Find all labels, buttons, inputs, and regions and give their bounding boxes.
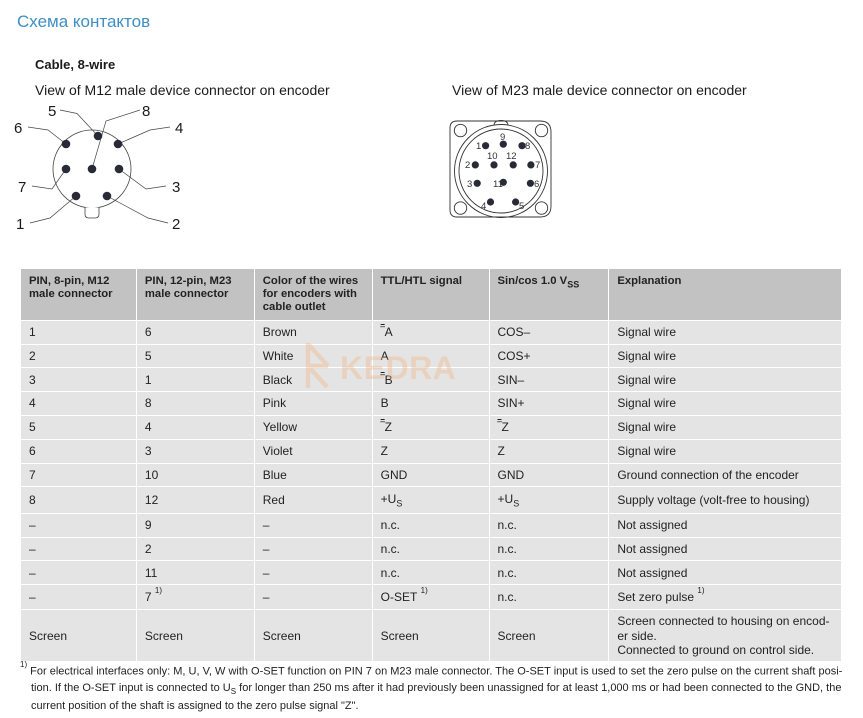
- svg-text:2: 2: [172, 216, 180, 233]
- svg-text:7: 7: [18, 179, 26, 196]
- svg-text:10: 10: [487, 151, 498, 162]
- svg-text:8: 8: [142, 103, 150, 120]
- svg-text:4: 4: [481, 201, 486, 212]
- svg-text:5: 5: [48, 103, 56, 120]
- svg-text:12: 12: [506, 151, 517, 162]
- svg-text:8: 8: [525, 141, 530, 152]
- svg-text:3: 3: [467, 179, 472, 190]
- svg-text:6: 6: [14, 120, 22, 137]
- svg-text:9: 9: [500, 132, 505, 143]
- svg-text:5: 5: [519, 201, 524, 212]
- svg-text:6: 6: [534, 179, 539, 190]
- svg-text:1: 1: [476, 141, 481, 152]
- svg-text:2: 2: [465, 160, 470, 171]
- svg-text:11: 11: [493, 179, 503, 190]
- svg-text:3: 3: [172, 179, 180, 196]
- svg-text:4: 4: [175, 120, 183, 137]
- svg-text:1: 1: [16, 216, 24, 233]
- svg-text:7: 7: [535, 160, 540, 171]
